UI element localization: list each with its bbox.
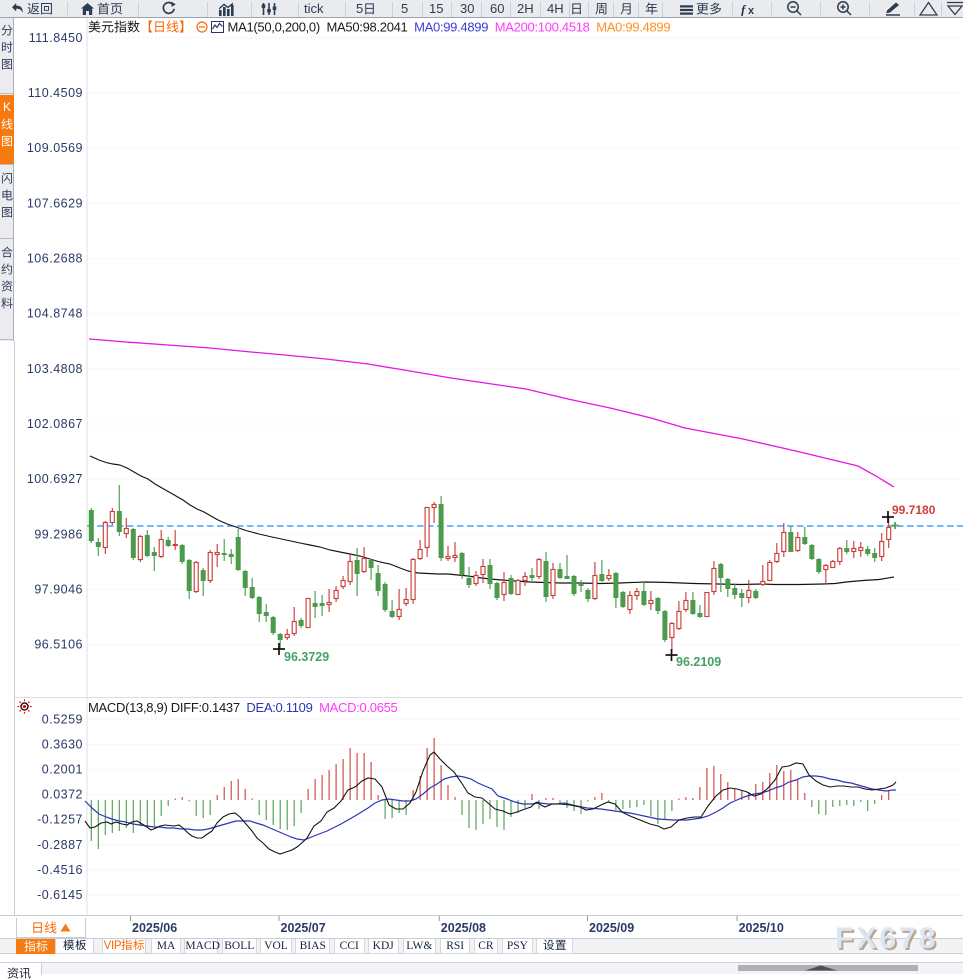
svg-text:99.7180: 99.7180 — [892, 503, 936, 517]
svg-text:103.4808: 103.4808 — [27, 362, 83, 376]
svg-text:0.2001: 0.2001 — [42, 763, 83, 777]
svg-text:2025/08: 2025/08 — [441, 921, 486, 935]
svg-text:-0.2887: -0.2887 — [37, 838, 83, 852]
svg-text:109.0569: 109.0569 — [27, 141, 83, 155]
svg-text:107.6629: 107.6629 — [27, 196, 83, 210]
svg-text:96.5106: 96.5106 — [34, 638, 83, 652]
svg-text:99.2986: 99.2986 — [34, 527, 83, 541]
svg-text:96.2109: 96.2109 — [676, 655, 721, 669]
svg-text:2025/06: 2025/06 — [132, 921, 177, 935]
svg-text:f: f — [741, 3, 747, 16]
svg-text:0.0372: 0.0372 — [42, 788, 83, 802]
svg-text:-0.4516: -0.4516 — [37, 863, 83, 877]
svg-text:-0.6145: -0.6145 — [37, 888, 83, 902]
svg-text:106.2688: 106.2688 — [27, 252, 83, 266]
svg-text:97.9046: 97.9046 — [34, 583, 83, 597]
svg-text:100.6927: 100.6927 — [27, 472, 83, 486]
svg-text:111.8450: 111.8450 — [29, 31, 83, 45]
svg-text:2025/09: 2025/09 — [589, 921, 634, 935]
svg-text:96.3729: 96.3729 — [284, 650, 329, 664]
svg-text:104.8748: 104.8748 — [27, 307, 83, 321]
svg-text:2025/07: 2025/07 — [281, 921, 326, 935]
svg-text:-0.1257: -0.1257 — [37, 813, 83, 827]
svg-text:110.4509: 110.4509 — [28, 86, 83, 100]
svg-text:x: x — [748, 5, 755, 16]
svg-text:102.0867: 102.0867 — [27, 417, 83, 431]
svg-text:0.5259: 0.5259 — [42, 712, 83, 726]
svg-text:0.3630: 0.3630 — [42, 737, 83, 751]
svg-text:2025/10: 2025/10 — [739, 921, 784, 935]
